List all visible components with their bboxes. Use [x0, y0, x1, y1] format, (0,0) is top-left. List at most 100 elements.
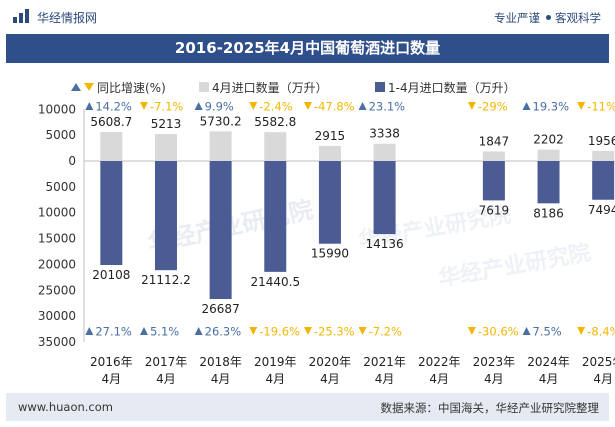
yoy-cumulative-label-triangle-up-icon	[522, 327, 531, 335]
bar-april	[318, 145, 341, 161]
yoy-cumulative-label-triangle-down-icon	[249, 327, 258, 335]
bar-cumulative	[482, 161, 505, 201]
yoy-cumulative-label: -30.6%	[478, 325, 519, 339]
data-label-april: 2915	[315, 129, 346, 143]
legend-up-triangle-icon	[71, 83, 81, 91]
bar-cumulative	[154, 161, 177, 271]
yoy-cumulative-label: 5.1%	[150, 325, 179, 339]
chart: 华经产业研究院华经产业研究院华经产业研究院同比增速(%)4月进口数量（万升）1-…	[38, 80, 615, 386]
y-tick-label: 20000	[38, 257, 76, 271]
data-label-cumulative: 8186	[533, 206, 564, 220]
y-tick-label: 25000	[38, 283, 76, 297]
data-label-april: 5608.7	[90, 115, 132, 129]
legend-down-triangle-icon	[84, 83, 94, 91]
bar-april	[100, 131, 123, 161]
x-tick-label-year: 2025年	[582, 355, 615, 369]
bar-april	[482, 151, 505, 161]
y-tick-label: 30000	[38, 309, 76, 323]
yoy-april-label: 9.9%	[205, 100, 234, 114]
bar-april	[537, 149, 560, 161]
slogan-right: 客观科学	[555, 11, 601, 25]
x-tick-label-year: 2018年	[199, 355, 242, 369]
data-label-april: 5730.2	[200, 114, 242, 128]
x-tick-label-year: 2020年	[309, 355, 352, 369]
y-tick-label: 10000	[38, 102, 76, 116]
bar-cumulative	[318, 161, 341, 244]
yoy-april-label: -47.8%	[314, 100, 355, 114]
yoy-april-label: -7.1%	[150, 100, 183, 114]
bar-april	[592, 150, 615, 161]
bar-april	[154, 134, 177, 161]
x-tick-label-month: 4月	[593, 372, 613, 386]
data-label-cumulative: 21440.5	[250, 275, 300, 289]
yoy-april-label: 14.2%	[95, 100, 132, 114]
x-tick-label-month: 4月	[156, 372, 176, 386]
bar-cumulative	[264, 161, 287, 272]
bar-cumulative	[373, 161, 396, 235]
x-tick-label-year: 2017年	[145, 355, 188, 369]
x-tick-label-year: 2023年	[473, 355, 516, 369]
x-tick-label-month: 4月	[211, 372, 231, 386]
legend-label-cumulative: 1-4月进口数量（万升）	[388, 80, 516, 95]
yoy-cumulative-label: -25.3%	[314, 325, 355, 339]
data-label-april: 5582.8	[254, 115, 296, 129]
yoy-cumulative-label: 7.5%	[533, 325, 562, 339]
yoy-april-label-triangle-down-icon	[303, 102, 312, 110]
yoy-april-label-triangle-up-icon	[194, 102, 203, 110]
data-label-cumulative: 21112.2	[141, 273, 191, 287]
bar-cumulative	[537, 161, 560, 204]
legend-label-yoy: 同比增速(%)	[97, 81, 166, 95]
bar-april	[209, 131, 232, 161]
x-tick-label-month: 4月	[429, 372, 449, 386]
yoy-cumulative-label-triangle-down-icon	[303, 327, 312, 335]
data-label-april: 5213	[151, 117, 182, 131]
data-label-april: 2202	[533, 133, 564, 147]
yoy-april-label-triangle-down-icon	[577, 102, 586, 110]
logo-icon	[13, 9, 29, 23]
y-tick-label: 35000	[38, 335, 76, 349]
bar-cumulative	[209, 161, 232, 300]
y-tick-label: 10000	[38, 206, 76, 220]
x-tick-label-year: 2016年	[90, 355, 133, 369]
data-label-cumulative: 26687	[202, 302, 240, 316]
footer: www.huaon.com 数据来源：中国海关，华经产业研究院整理	[6, 393, 609, 421]
x-tick-label-year: 2021年	[363, 355, 406, 369]
yoy-april-label: 23.1%	[369, 100, 406, 114]
slogan: 专业严谨 客观科学	[494, 10, 601, 26]
x-tick-label-year: 2024年	[527, 355, 570, 369]
bar-cumulative	[100, 161, 123, 265]
y-tick-label: 15000	[38, 232, 76, 246]
footer-url[interactable]: www.huaon.com	[18, 400, 113, 414]
data-label-april: 1847	[479, 134, 510, 148]
watermark: 华经产业研究院	[437, 240, 593, 292]
bar-april	[264, 132, 287, 161]
data-label-april: 1956	[588, 134, 615, 148]
site-name: 华经情报网	[37, 11, 98, 25]
bar-april	[373, 143, 396, 161]
data-label-april: 3338	[369, 127, 400, 141]
x-tick-label-month: 4月	[320, 372, 340, 386]
yoy-cumulative-label: 27.1%	[95, 325, 132, 339]
slogan-left: 专业严谨	[494, 11, 540, 25]
yoy-cumulative-label-triangle-up-icon	[194, 327, 203, 335]
yoy-april-label-triangle-down-icon	[467, 102, 476, 110]
yoy-april-label: -2.4%	[259, 100, 292, 114]
yoy-cumulative-label: -7.2%	[369, 325, 402, 339]
x-tick-label-month: 4月	[265, 372, 285, 386]
top-bar: 华经情报网 专业严谨 客观科学	[0, 0, 615, 34]
bar-cumulative	[592, 161, 615, 200]
x-tick-label-month: 4月	[484, 372, 504, 386]
data-label-cumulative: 15990	[311, 247, 349, 261]
yoy-april-label-triangle-up-icon	[358, 102, 367, 110]
yoy-april-label: 19.3%	[533, 100, 570, 114]
x-tick-label-year: 2022年	[418, 355, 461, 369]
data-label-cumulative: 20108	[92, 268, 130, 282]
yoy-cumulative-label-triangle-up-icon	[85, 327, 94, 335]
yoy-cumulative-label-triangle-up-icon	[139, 327, 148, 335]
yoy-cumulative-label: 26.3%	[205, 325, 242, 339]
yoy-april-label-triangle-down-icon	[139, 102, 148, 110]
yoy-cumulative-label: -8.4%	[587, 325, 615, 339]
slogan-dot-icon	[546, 15, 551, 20]
y-tick-label: 0	[68, 154, 76, 168]
